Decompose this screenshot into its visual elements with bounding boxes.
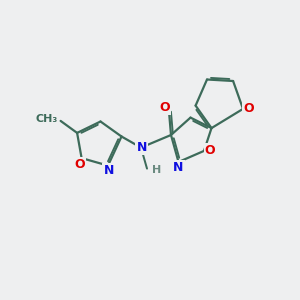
Text: O: O	[205, 144, 215, 158]
Text: H: H	[152, 165, 161, 175]
Text: O: O	[159, 101, 170, 114]
Text: N: N	[103, 164, 114, 178]
Text: O: O	[74, 158, 85, 171]
Text: CH₃: CH₃	[35, 114, 58, 124]
Text: N: N	[173, 161, 184, 174]
Text: N: N	[136, 141, 147, 154]
Text: O: O	[243, 102, 254, 116]
